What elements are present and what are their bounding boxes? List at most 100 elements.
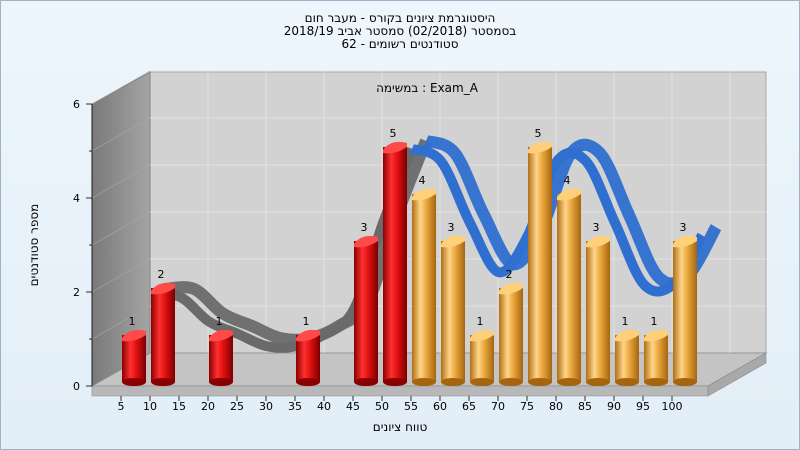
data-label: 4 [419,174,426,187]
bar-body [354,241,378,382]
x-tick-label: 10 [143,400,157,413]
data-label: 3 [680,221,687,234]
floor-right-edge [707,352,767,397]
gridline-left [91,211,151,246]
bar-top [499,282,523,295]
bar [209,329,233,386]
bar [586,235,610,386]
x-tick-label: 40 [317,400,331,413]
gridline-left [91,117,151,152]
bar-top [644,329,668,342]
bar-top [528,141,552,154]
bar-base [499,378,523,386]
gridline-left [91,258,151,293]
bar-base [528,378,552,386]
data-label: 1 [477,315,484,328]
chart-title-line-3: סטודנטים רשומים - 62 [341,37,458,51]
bar [644,329,668,386]
x-axis-label: טווח ציונים [373,420,428,434]
bar-body [528,147,552,382]
bar-body [441,241,465,382]
data-label: 5 [390,127,397,140]
bar-base [673,378,697,386]
bar-top [122,329,146,342]
x-tick-label: 30 [259,400,273,413]
floor-front-edge [91,385,709,397]
curve-segment [410,144,707,297]
data-label: 1 [216,315,223,328]
chart-title-line-1: היסטוגרמת ציונים בקורס - מעבר חום [305,11,496,25]
x-tick-label: 25 [230,400,244,413]
x-tick-label: 95 [636,400,650,413]
x-tick-label: 20 [201,400,215,413]
bar [296,329,320,386]
bars [122,141,697,386]
data-label: 3 [361,221,368,234]
gridline-left [91,164,151,199]
bar-body [296,335,320,382]
bar-body [412,194,436,382]
bar [383,141,407,386]
bar-body [383,147,407,382]
bar-body [499,288,523,382]
bar-body [209,335,233,382]
data-label: 3 [593,221,600,234]
x-tick-label: 15 [172,400,186,413]
gridline-left [91,305,151,340]
bar-top [412,188,436,201]
data-label: 4 [564,174,571,187]
bar-base [644,378,668,386]
data-label: 3 [448,221,455,234]
y-tick-label: 6 [73,98,80,111]
bar-base [151,378,175,386]
y-tick-label: 0 [73,380,80,393]
data-label: 1 [129,315,136,328]
x-tick-label: 70 [491,400,505,413]
data-label: 5 [535,127,542,140]
chart-annotation: במשימה : Exam_A [376,81,479,95]
bar-base [383,378,407,386]
x-tick-label: 35 [288,400,302,413]
gridline-left [91,70,151,105]
bar-base [412,378,436,386]
bar-base [586,378,610,386]
y-axis-label: מספר סטודנטים [27,204,41,287]
y-axis: 0 2 4 6 [73,98,93,393]
bar [470,329,494,386]
data-label: 1 [303,315,310,328]
bar-body [615,335,639,382]
bar-base [209,378,233,386]
bar-top [673,235,697,248]
y-tick-label: 2 [73,286,80,299]
data-label: 1 [622,315,629,328]
x-tick-label: 45 [346,400,360,413]
bar-base [615,378,639,386]
bar-top [615,329,639,342]
bar-base [354,378,378,386]
bar-base [441,378,465,386]
bar-top [209,329,233,342]
bar-base [557,378,581,386]
x-tick-label: 100 [662,400,683,413]
bar-body [151,288,175,382]
bar [557,188,581,386]
bar [499,282,523,386]
bar [122,329,146,386]
bar-base [122,378,146,386]
bar-top [441,235,465,248]
x-tick-label: 55 [404,400,418,413]
bar-base [470,378,494,386]
x-tick-label: 50 [375,400,389,413]
x-axis: 5 10 15 20 25 30 35 40 45 50 55 60 65 70 75 80 85 90 95 100 [118,396,683,413]
x-tick-label: 90 [607,400,621,413]
bar-base [296,378,320,386]
chart-title-line-2: בסמסטר (02/2018) סמסטר אביב 2018/19 [284,24,516,38]
data-label: 1 [651,315,658,328]
data-label: 2 [506,268,513,281]
bar-body [470,335,494,382]
data-label: 2 [158,268,165,281]
bar [673,235,697,386]
data-labels: 1 2 1 1 3 5 4 3 1 2 5 4 3 1 1 3 [129,127,687,328]
x-tick-label: 65 [462,400,476,413]
bar [412,188,436,386]
